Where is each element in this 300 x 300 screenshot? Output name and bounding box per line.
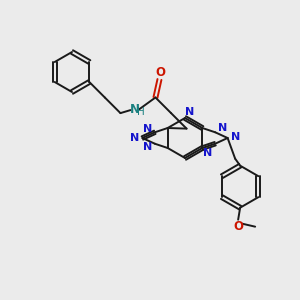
Text: N: N	[143, 124, 152, 134]
Text: N: N	[143, 142, 152, 152]
Text: N: N	[231, 132, 240, 142]
Text: H: H	[136, 107, 144, 117]
Text: N: N	[185, 107, 195, 117]
Text: O: O	[233, 220, 243, 233]
Text: N: N	[130, 133, 139, 143]
Text: O: O	[155, 66, 166, 79]
Text: N: N	[218, 123, 227, 133]
Text: N: N	[203, 148, 212, 158]
Text: N: N	[129, 103, 140, 116]
